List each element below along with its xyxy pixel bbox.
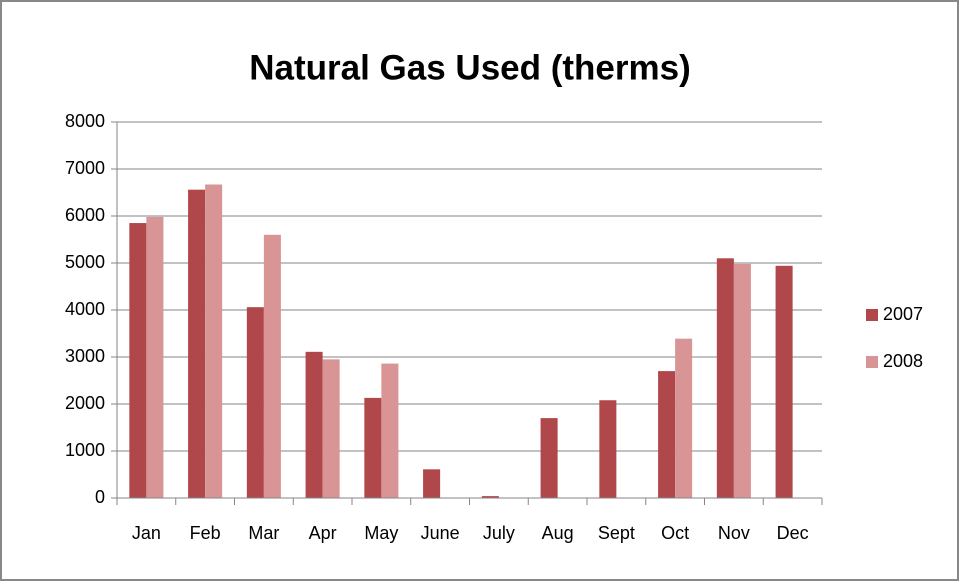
legend-label: 2008 (883, 351, 923, 371)
bar (658, 371, 676, 498)
bar (205, 184, 223, 498)
bar (146, 216, 164, 498)
x-tick-label: Feb (190, 523, 221, 543)
bar (246, 307, 264, 498)
x-tick-label: May (364, 523, 398, 543)
bar (599, 400, 617, 498)
x-tick-label: July (483, 523, 515, 543)
bar (775, 265, 793, 498)
bar (364, 397, 382, 498)
bar (188, 189, 206, 498)
bar (322, 359, 340, 498)
bar (381, 363, 399, 498)
bar (716, 258, 734, 498)
x-tick-label: Nov (718, 523, 750, 543)
x-tick-label: Sept (598, 523, 635, 543)
y-tick-label: 0 (95, 487, 105, 507)
bar (675, 338, 693, 498)
x-tick-label: Aug (542, 523, 574, 543)
x-tick-label: Jan (132, 523, 161, 543)
bar (481, 496, 499, 498)
legend-swatch (866, 309, 878, 321)
x-tick-label: Mar (248, 523, 279, 543)
y-tick-label: 2000 (65, 393, 105, 413)
bar (423, 469, 441, 498)
y-tick-label: 8000 (65, 111, 105, 131)
bar (540, 418, 558, 498)
x-tick-label: June (421, 523, 460, 543)
legend-swatch (866, 356, 878, 368)
y-tick-label: 4000 (65, 299, 105, 319)
x-tick-label: Oct (661, 523, 689, 543)
y-tick-label: 3000 (65, 346, 105, 366)
y-tick-label: 5000 (65, 252, 105, 272)
x-tick-label: Dec (777, 523, 809, 543)
y-tick-label: 6000 (65, 205, 105, 225)
bar (129, 223, 147, 499)
y-tick-label: 1000 (65, 440, 105, 460)
x-tick-label: Apr (309, 523, 337, 543)
legend-label: 2007 (883, 304, 923, 324)
bar (263, 234, 281, 499)
chart-title: Natural Gas Used (therms) (249, 48, 691, 87)
y-tick-label: 7000 (65, 158, 105, 178)
bar (733, 263, 751, 498)
bar (305, 351, 323, 498)
